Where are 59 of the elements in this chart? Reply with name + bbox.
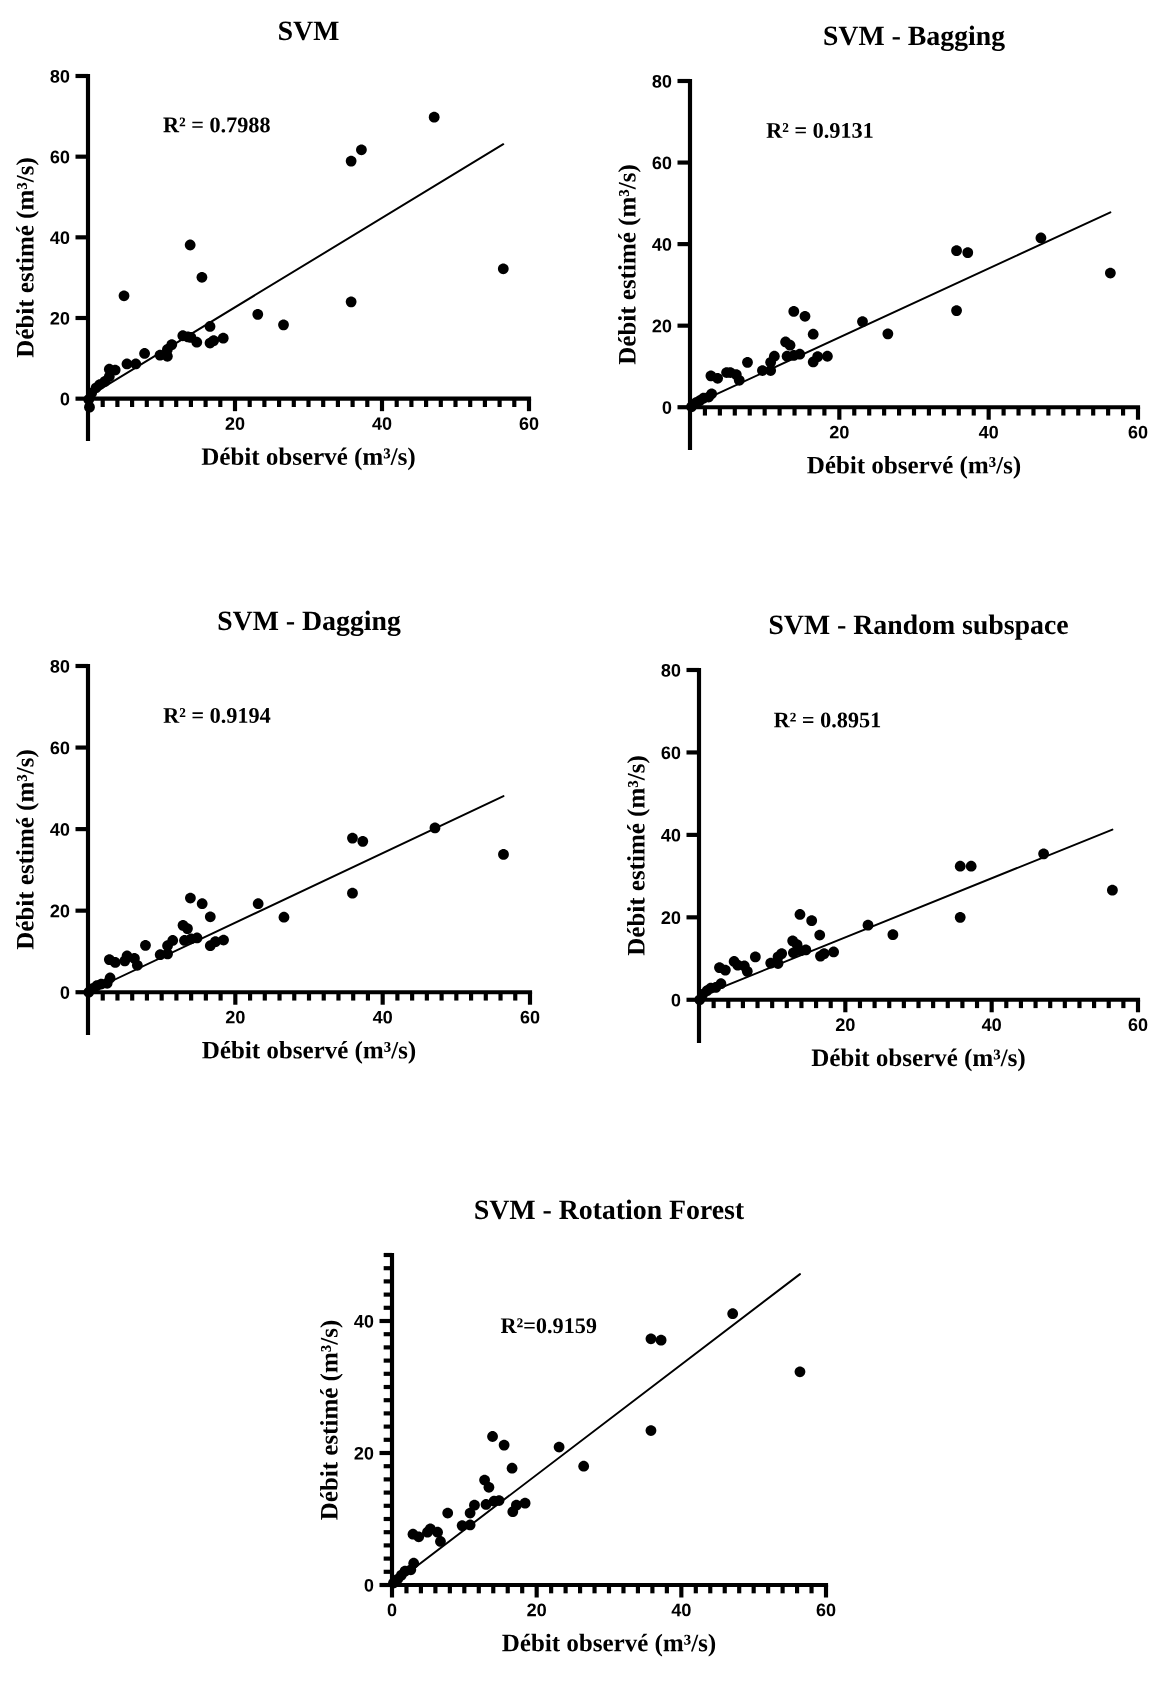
x-tick-label: 20 [225,1010,245,1024]
x-axis-title: Débit observé (m³/s) [807,456,1021,479]
y-tick-label: 80 [50,659,70,673]
y-tick-label: 0 [364,1578,374,1592]
y-tick-label: 20 [652,319,672,333]
x-tick-label: 60 [1128,425,1148,439]
y-tick-label: 20 [50,311,70,325]
x-tick-label: 0 [387,1603,397,1617]
y-tick-label: 60 [661,746,681,760]
chart-title: SVM - Random subspace [769,614,1068,640]
x-tick-label: 40 [981,1018,1001,1032]
y-tick-label: 0 [60,392,70,406]
x-tick-label: 60 [816,1603,836,1617]
y-tick-label: 80 [661,663,681,677]
x-tick-label: 60 [520,1010,540,1024]
chart-title: SVM [279,21,339,41]
y-axis-title: Débit estimé (m³/s) [320,1320,343,1520]
x-tick-label: 20 [527,1603,546,1617]
annotation: R² = 0.7988 [163,117,270,133]
y-axis-title: Débit estimé (m³/s) [618,165,641,365]
y-tick-label: 40 [652,238,672,251]
chart-title: SVM - Dagging [218,610,401,637]
chart-title: SVM - Bagging [824,25,1005,52]
y-tick-label: 40 [50,823,70,836]
y-tick-label: 40 [50,231,70,245]
x-tick-label: 20 [835,1018,855,1032]
x-tick-label: 40 [671,1603,691,1617]
y-tick-label: 20 [661,911,681,925]
x-tick-label: 40 [978,425,998,439]
annotation: R²=0.9159 [500,1318,597,1334]
x-tick-label: 20 [829,425,849,439]
chart-title: SVM - Rotation Forest [475,1199,745,1220]
x-tick-label: 40 [372,417,392,430]
y-tick-label: 60 [50,741,70,755]
y-axis-title: Débit estimé (m³/s) [627,756,650,956]
x-tick-label: 60 [1128,1018,1148,1032]
y-tick-label: 40 [354,1314,374,1328]
y-tick-label: 40 [661,828,681,842]
y-tick-label: 60 [50,150,70,164]
x-axis-title: Débit observé (m³/s) [502,1633,716,1657]
y-axis-title: Débit estimé (m³/s) [16,158,39,358]
y-tick-label: 20 [354,1446,374,1460]
y-tick-label: 80 [50,69,70,83]
annotation: R² = 0.9194 [163,707,271,724]
x-tick-label: 60 [519,417,539,430]
x-axis-title: Débit observé (m³/s) [201,447,415,471]
annotation: R² = 0.8951 [774,712,881,728]
y-tick-label: 0 [60,986,70,999]
x-tick-label: 40 [372,1010,392,1024]
y-axis-title: Débit estimé (m³/s) [16,750,39,950]
y-tick-label: 0 [662,401,672,414]
y-tick-label: 80 [652,74,672,88]
x-tick-label: 20 [225,417,245,430]
y-tick-label: 60 [652,156,672,170]
y-tick-label: 0 [671,993,681,1007]
annotation: R² = 0.9131 [766,122,873,139]
x-axis-title: Débit observé (m³/s) [811,1048,1025,1072]
y-tick-label: 20 [50,904,70,918]
x-axis-title: Débit observé (m³/s) [202,1041,416,1064]
